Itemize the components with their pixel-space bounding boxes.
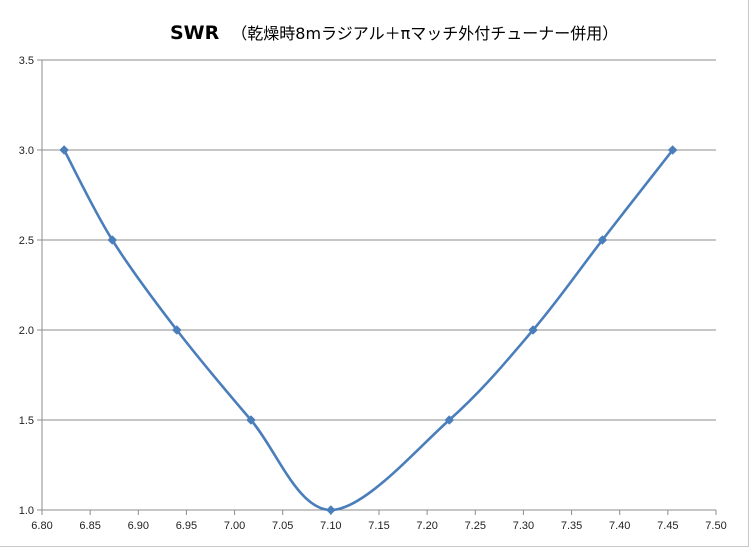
chart-title: SWR （乾燥時8mラジアル＋πマッチ外付チューナー併用） — [170, 20, 618, 44]
y-tick-label: 1.0 — [19, 505, 34, 517]
x-tick-label: 6.80 — [31, 520, 52, 532]
chart-subtitle: （乾燥時8mラジアル＋πマッチ外付チューナー併用） — [231, 24, 619, 43]
x-tick-label: 7.05 — [272, 520, 293, 532]
x-tick-label: 7.35 — [561, 520, 582, 532]
x-tick-label: 7.40 — [609, 520, 630, 532]
x-tick-label: 6.85 — [79, 520, 100, 532]
data-point-marker — [444, 415, 455, 425]
x-tick-label: 7.20 — [416, 520, 437, 532]
data-point-marker — [59, 145, 69, 155]
data-point-marker — [107, 235, 118, 245]
chart-title-main: SWR — [170, 22, 220, 44]
data-point-marker — [326, 505, 336, 515]
data-point-marker — [528, 325, 538, 335]
y-tick-label: 3.0 — [19, 145, 34, 157]
y-tick-label: 1.5 — [19, 415, 34, 427]
x-tick-label: 6.90 — [128, 520, 149, 532]
x-tick-label: 7.50 — [705, 520, 726, 532]
x-tick-label: 7.25 — [465, 520, 486, 532]
x-tick-label: 6.95 — [176, 520, 197, 532]
data-point-marker — [597, 235, 608, 245]
data-point-marker — [246, 415, 256, 425]
x-tick-label: 7.30 — [513, 520, 534, 532]
x-tick-label: 7.15 — [368, 520, 389, 532]
x-tick-label: 7.00 — [224, 520, 245, 532]
y-tick-label: 2.5 — [19, 235, 34, 247]
x-tick-label: 7.10 — [320, 520, 341, 532]
data-point-marker — [667, 145, 678, 155]
data-point-marker — [171, 325, 182, 335]
y-tick-label: 3.5 — [19, 55, 34, 67]
y-tick-label: 2.0 — [19, 325, 34, 337]
x-tick-label: 7.45 — [657, 520, 678, 532]
